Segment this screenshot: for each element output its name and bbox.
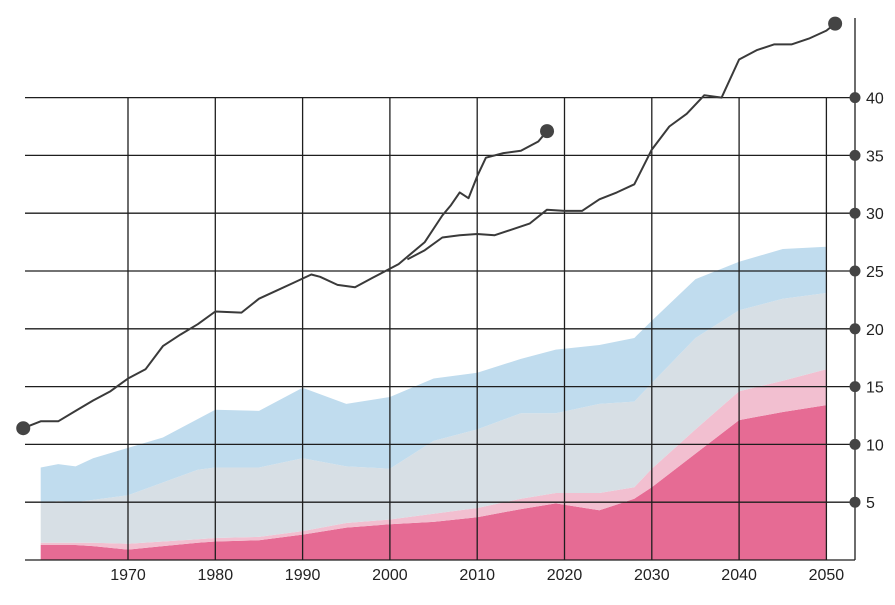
area-layer-gray (40, 293, 827, 544)
x-tick-label-2010: 2010 (459, 567, 495, 584)
y-tick-label-15: 15 (866, 380, 884, 397)
x-tick-label-2040: 2040 (721, 567, 757, 584)
y-tick-label-10: 10 (866, 437, 884, 454)
y-tick-dot-25 (849, 265, 861, 277)
y-tick-dot-10 (849, 438, 861, 450)
area-layer-light-pink (40, 369, 827, 550)
y-tick-dot-30 (849, 207, 861, 219)
y-tick-dot-20 (849, 323, 861, 335)
y-tick-dot-35 (849, 149, 861, 161)
x-tick-label-1970: 1970 (110, 567, 146, 584)
y-tick-dot-15 (849, 381, 861, 393)
stacked-areas (40, 246, 827, 560)
area-layer-pink (40, 405, 827, 560)
series-1-endpoint-dot (540, 124, 555, 139)
y-tick-label-40: 40 (866, 91, 884, 108)
y-tick-label-25: 25 (866, 264, 884, 281)
y-tick-label-35: 35 (866, 148, 884, 165)
series-1-endpoint-dot (16, 421, 31, 436)
x-tick-label-2020: 2020 (547, 567, 583, 584)
x-tick-label-1990: 1990 (285, 567, 321, 584)
series-line-1 (22, 130, 548, 430)
y-tick-label-5: 5 (866, 495, 875, 512)
x-tick-label-2000: 2000 (372, 567, 408, 584)
series-line-2 (406, 22, 836, 261)
series-lines (16, 16, 843, 436)
x-tick-label-2030: 2030 (634, 567, 670, 584)
y-tick-label-30: 30 (866, 206, 884, 223)
x-tick-label-2050: 2050 (809, 567, 845, 584)
area-layer-light-blue (40, 246, 827, 504)
x-tick-label-1980: 1980 (198, 567, 234, 584)
y-tick-dot-5 (849, 496, 861, 508)
series-2-endpoint-dot (828, 16, 843, 31)
y-tick-label-20: 20 (866, 322, 884, 339)
x-axis-tick-labels: 1970 1980 1990 2000 2010 2020 2030 2040 2050 (110, 567, 844, 584)
y-axis-ticks: 5 10 15 20 25 30 35 40 (849, 91, 884, 512)
y-tick-dot-40 (849, 92, 861, 104)
